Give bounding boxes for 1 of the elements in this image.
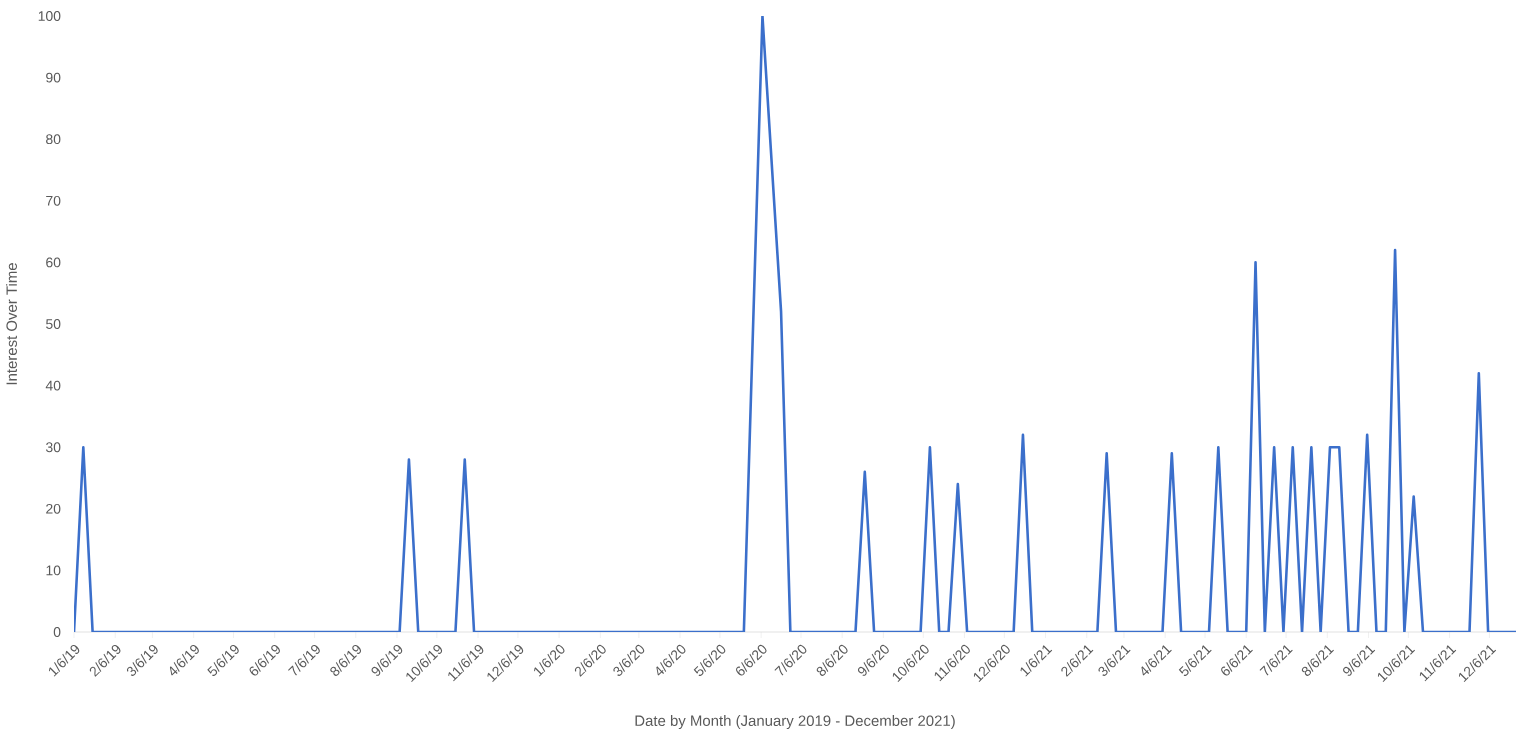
line-series [74,15,1517,632]
